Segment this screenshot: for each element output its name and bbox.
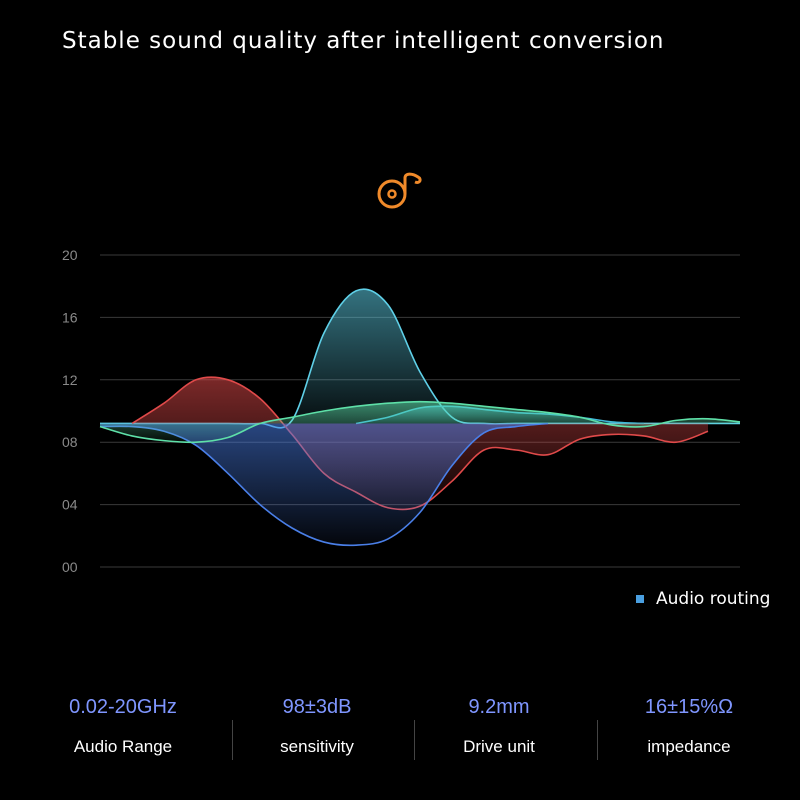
y-tick-label: 08	[62, 434, 78, 450]
music-note-disc-icon	[374, 170, 428, 216]
spec-audio-range: 0.02-20GHz Audio Range	[32, 696, 214, 757]
y-tick-label: 04	[62, 497, 78, 513]
legend-swatch	[636, 595, 644, 603]
chart: 00 04 08 12 16 20	[62, 247, 741, 575]
spec-sensitivity: 98±3dB sensitivity	[226, 696, 408, 757]
spec-label: impedance	[647, 737, 731, 756]
spec-value: 0.02-20GHz	[69, 696, 177, 718]
series-line-4	[99, 400, 741, 444]
spec-label: Drive unit	[463, 737, 535, 756]
y-tick-label: 12	[62, 372, 78, 388]
divider	[414, 720, 415, 760]
divider	[232, 720, 233, 760]
spec-impedance: 16±15%Ω impedance	[598, 696, 780, 757]
spec-value: 98±3dB	[282, 696, 352, 718]
spec-value: 16±15%Ω	[644, 696, 734, 718]
y-tick-label: 20	[62, 247, 78, 263]
divider	[597, 720, 598, 760]
series-area-3	[100, 423, 548, 546]
legend-label: Audio routing	[656, 589, 771, 609]
spec-label: sensitivity	[280, 737, 354, 756]
spec-value: 9.2mm	[468, 696, 530, 718]
y-tick-label: 16	[62, 309, 78, 325]
series-area-4	[100, 401, 740, 443]
spec-drive-unit: 9.2mm Drive unit	[408, 696, 590, 757]
y-tick-label: 00	[62, 559, 78, 575]
page-title: Stable sound quality after intelligent c…	[62, 28, 665, 54]
series-area-0	[100, 289, 740, 428]
spec-label: Audio Range	[73, 737, 173, 756]
legend: Audio routing	[636, 589, 770, 609]
